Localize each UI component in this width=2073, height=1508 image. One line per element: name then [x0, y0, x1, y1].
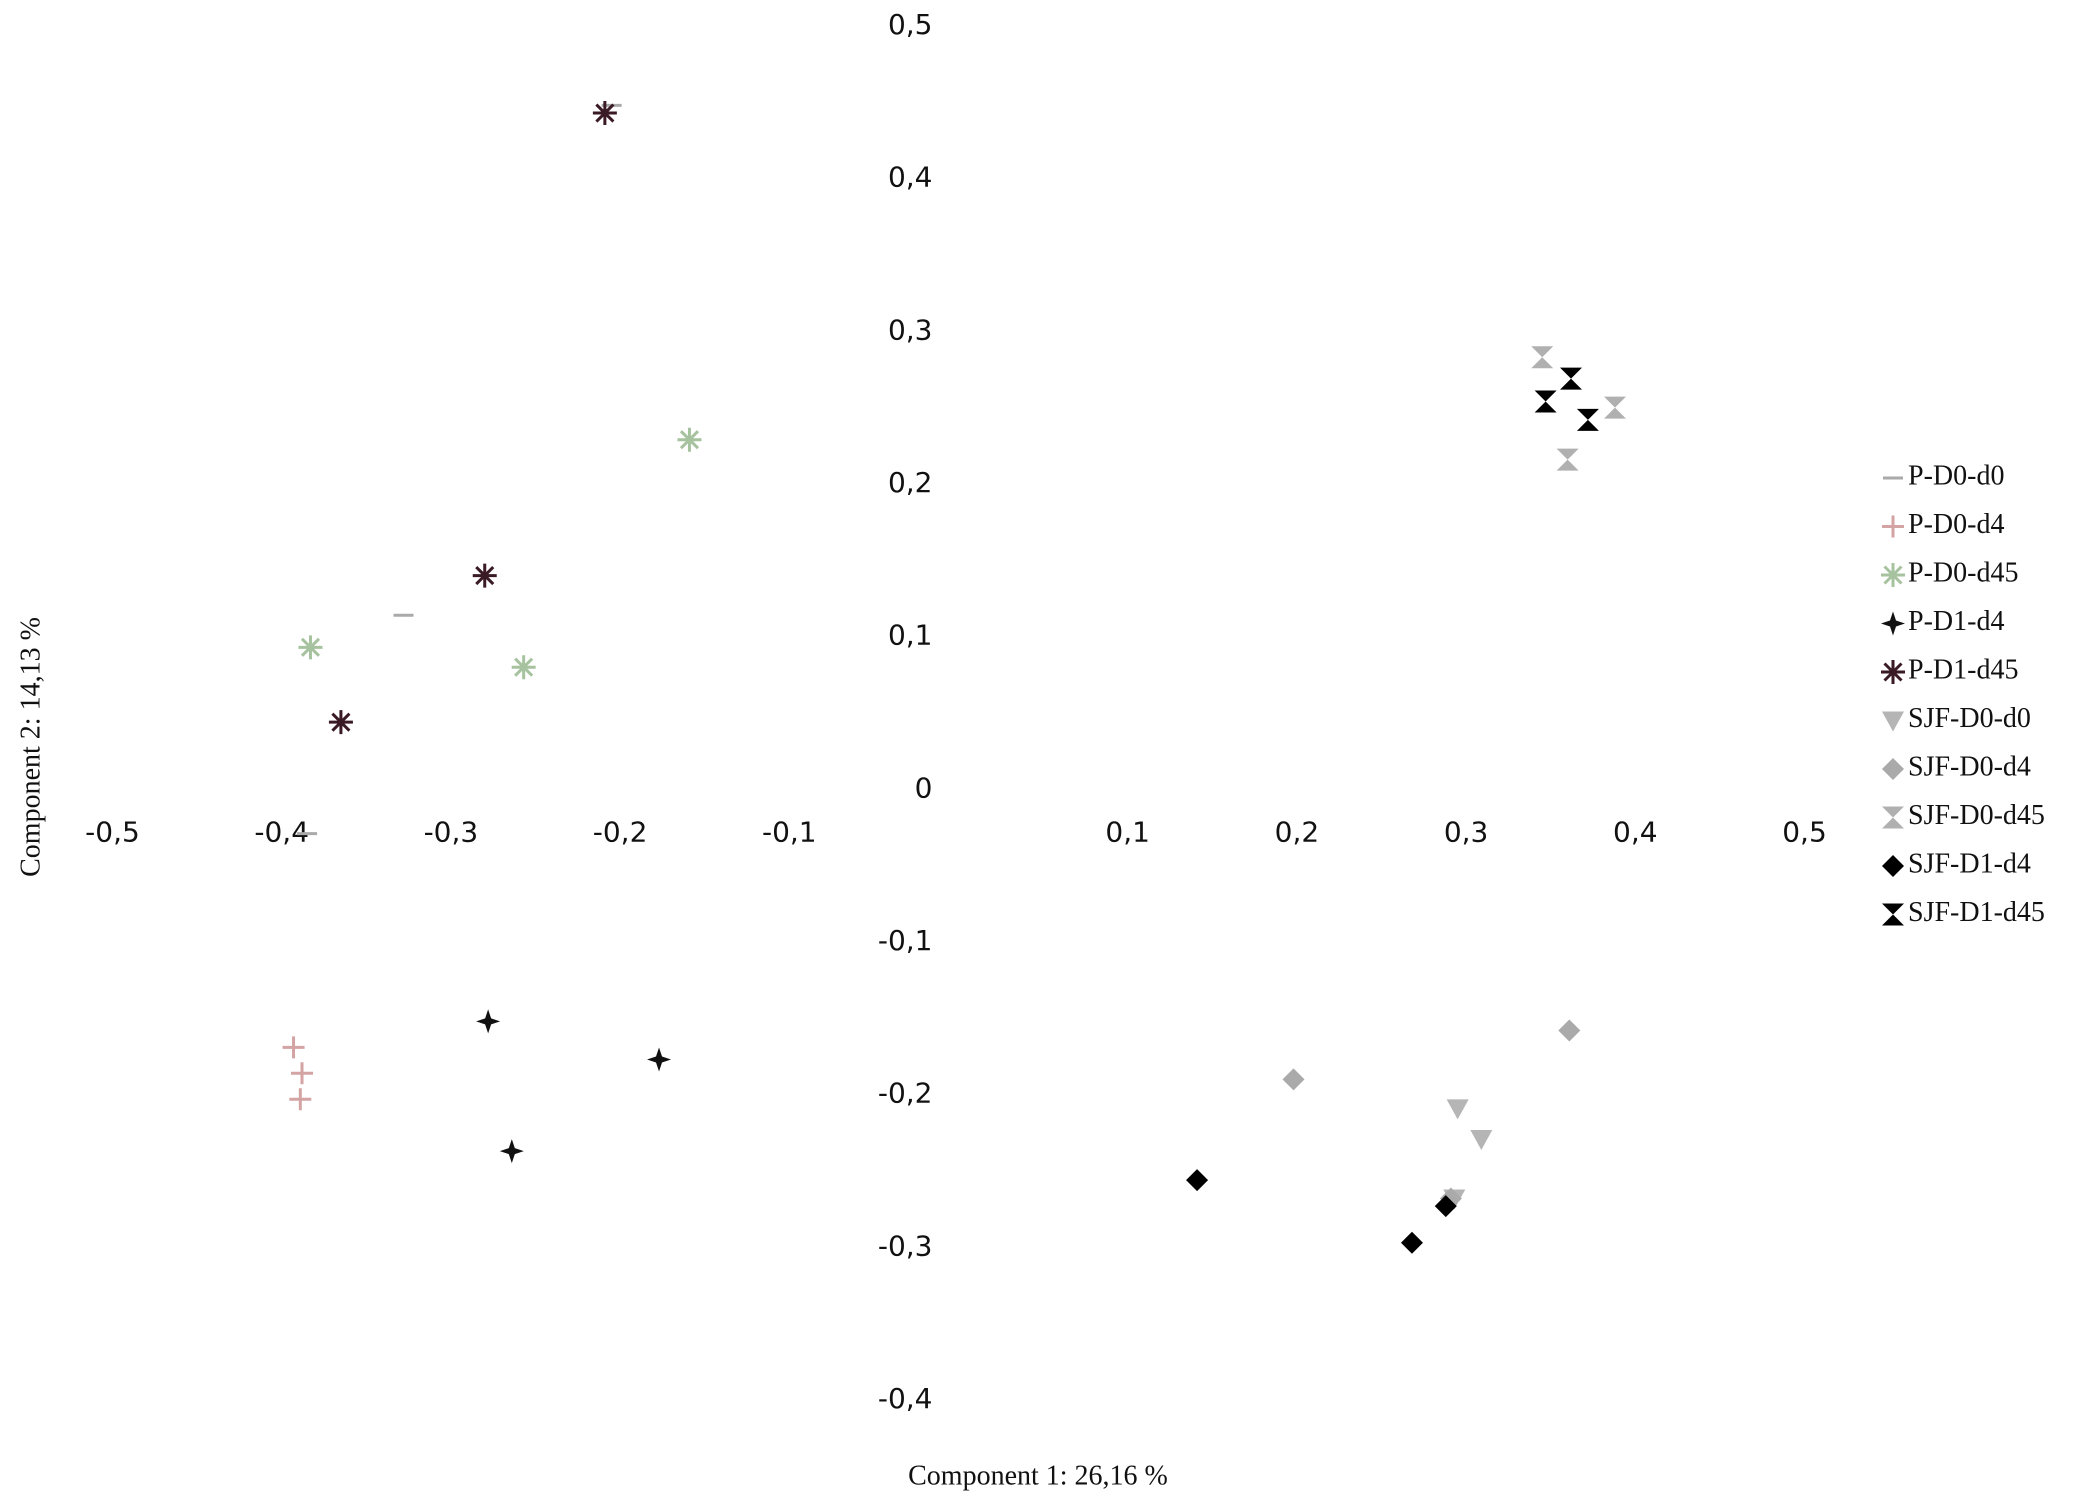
- legend-label: SJF-D0-d45: [1908, 800, 2045, 831]
- point: [499, 1139, 524, 1164]
- point: [1282, 1068, 1305, 1091]
- y-axis-label: Component 2: 14,13 %: [15, 617, 46, 877]
- point: [1558, 1019, 1581, 1042]
- legend-label: SJF-D0-d4: [1908, 751, 2031, 782]
- point: [1446, 1099, 1469, 1120]
- legend-label: P-D0-d0: [1908, 460, 2004, 491]
- point: [1556, 448, 1579, 471]
- x-tick-label: 0,5: [1782, 815, 1827, 848]
- y-tick-label: 0,5: [888, 8, 933, 41]
- point: [1560, 367, 1583, 390]
- point: [291, 1062, 314, 1085]
- y-tick-label: -0,1: [878, 924, 933, 957]
- legend-marker: [1882, 711, 1904, 732]
- y-tick-label: -0,4: [878, 1382, 933, 1415]
- legend-marker: [1881, 660, 1905, 684]
- x-tick-label: 0,2: [1275, 815, 1320, 848]
- legend-marker: [1882, 903, 1904, 926]
- legend-label: SJF-D0-d0: [1908, 703, 2031, 734]
- y-tick-label: 0,3: [888, 313, 933, 346]
- y-tick-label: -0,2: [878, 1077, 933, 1110]
- point: [472, 563, 497, 588]
- point: [677, 427, 702, 452]
- point: [592, 101, 617, 126]
- x-tick-label: -0,2: [593, 815, 648, 848]
- x-tick-label: 0,4: [1613, 815, 1658, 848]
- x-tick-label: 0,3: [1444, 815, 1489, 848]
- point: [1470, 1129, 1493, 1150]
- y-tick-label: 0: [915, 771, 933, 804]
- point: [476, 1009, 501, 1034]
- y-tick-label: 0,1: [888, 619, 933, 652]
- x-tick-label: -0,5: [85, 815, 140, 848]
- point: [1186, 1169, 1209, 1192]
- x-tick-label: 0,1: [1105, 815, 1150, 848]
- legend-label: P-D0-d45: [1908, 557, 2018, 588]
- y-tick-label: 0,2: [888, 466, 933, 499]
- point: [511, 655, 536, 680]
- legend-label: P-D1-d4: [1908, 606, 2004, 637]
- point: [1434, 1195, 1457, 1218]
- point: [328, 710, 353, 735]
- legend-label: SJF-D1-d45: [1908, 897, 2045, 928]
- point: [1576, 408, 1599, 431]
- legend-marker: [1882, 758, 1904, 780]
- legend-marker: [1882, 806, 1904, 829]
- legend-label: P-D0-d4: [1908, 509, 2004, 540]
- x-tick-label: -0,1: [762, 815, 817, 848]
- point: [1603, 396, 1626, 419]
- x-tick-label: -0,3: [424, 815, 479, 848]
- legend-marker: [1881, 563, 1905, 587]
- point: [282, 1036, 305, 1059]
- legend-marker: [1882, 515, 1904, 538]
- legend-label: P-D1-d45: [1908, 654, 2018, 685]
- x-tick-label: -0,4: [254, 815, 309, 848]
- point: [1534, 390, 1557, 413]
- legend-label: SJF-D1-d4: [1908, 848, 2031, 879]
- y-tick-label: 0,4: [888, 161, 933, 194]
- legend-marker: [1882, 855, 1904, 877]
- point: [289, 1088, 312, 1111]
- x-axis-label: Component 1: 26,16 %: [908, 1460, 1168, 1491]
- point: [298, 635, 323, 660]
- point: [1400, 1231, 1423, 1254]
- point: [647, 1047, 672, 1072]
- y-tick-label: -0,3: [878, 1229, 933, 1262]
- legend-marker: [1881, 611, 1905, 636]
- point: [1531, 346, 1554, 369]
